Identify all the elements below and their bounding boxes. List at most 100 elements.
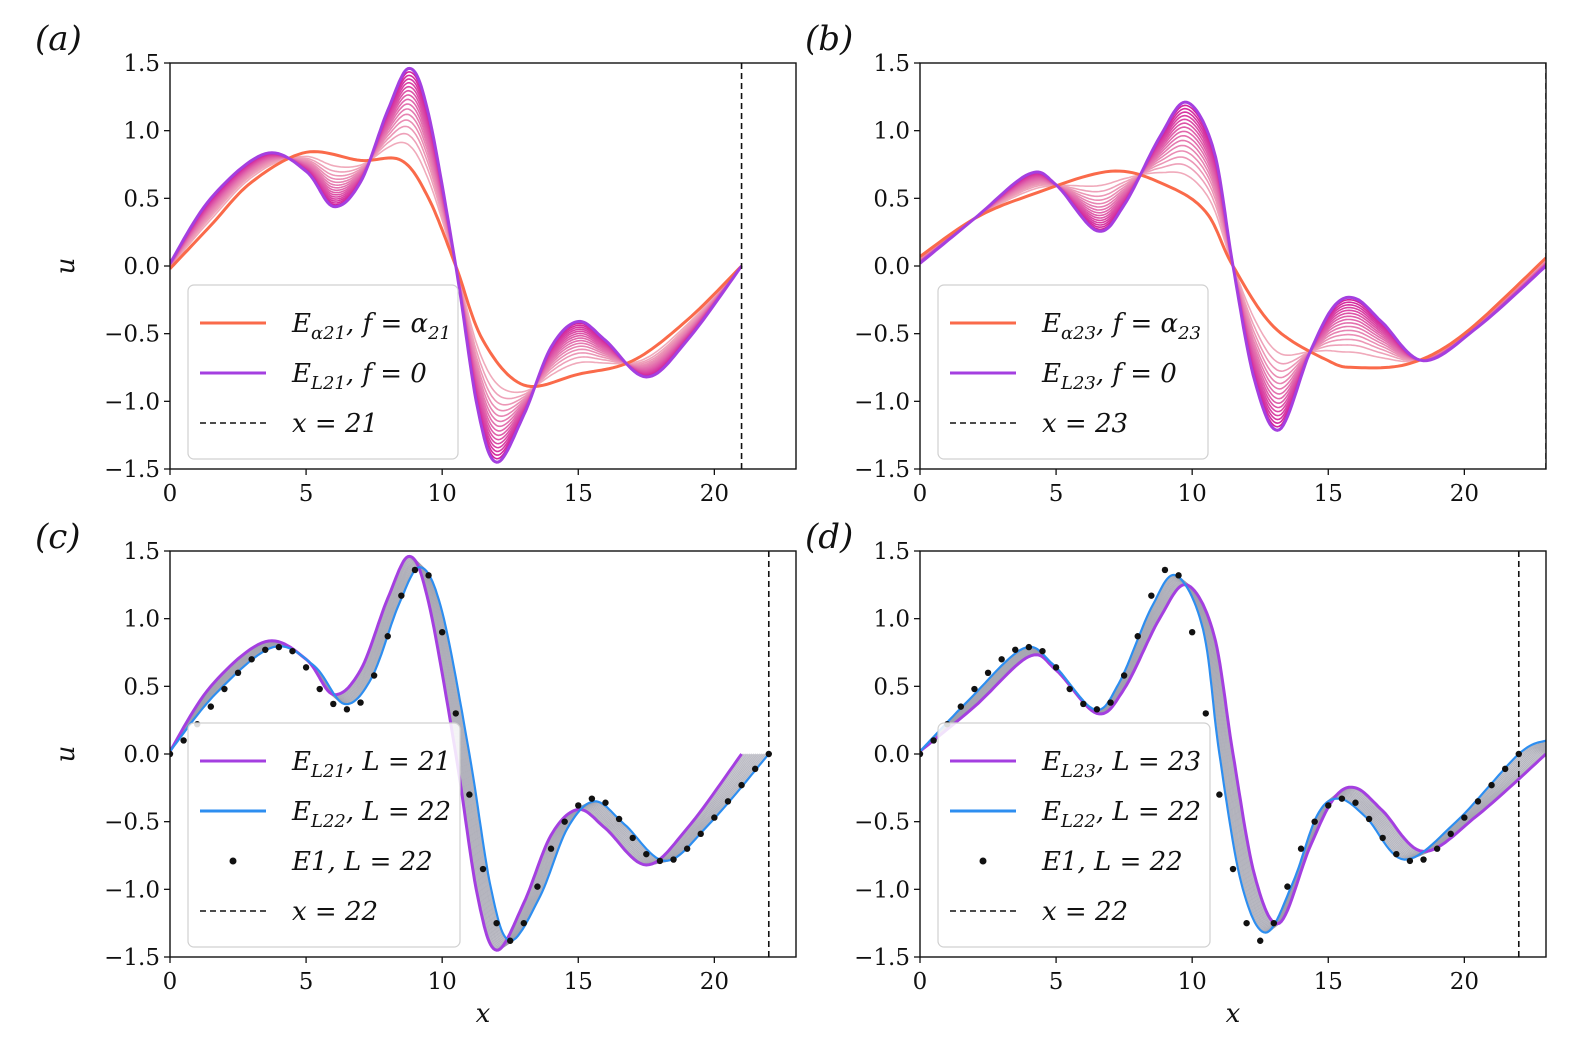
e1-data-point — [452, 710, 459, 717]
e1-data-point — [357, 699, 364, 706]
legend-label-main: E — [1041, 797, 1061, 827]
e1-data-point — [302, 664, 310, 671]
e1-data-point — [1025, 643, 1033, 651]
x-tick-label: 0 — [163, 969, 178, 995]
y-tick-label: −1.5 — [104, 457, 160, 483]
legend-label-main: E — [1041, 747, 1061, 777]
e1-data-point — [724, 798, 732, 805]
x-axis-label: x — [1226, 999, 1241, 1029]
legend-label-subscript: L21 — [310, 761, 346, 782]
legend-box — [187, 284, 459, 460]
panel-3: 0 5 10 15 20−1.5−1.0−0.50.00.51.01.5ux(c)EL2… — [35, 517, 797, 1029]
legend-swatch-dot — [229, 857, 237, 865]
legend-label-main: E1, L = 22 — [291, 847, 433, 877]
e1-data-point — [1297, 845, 1305, 852]
y-tick-label: 1.5 — [123, 51, 160, 77]
e1-data-point — [930, 737, 937, 744]
y-tick-label: −0.5 — [104, 322, 160, 348]
e1-data-point — [1052, 664, 1060, 671]
plot-area — [920, 551, 1546, 957]
x-axis-label: x — [476, 999, 491, 1029]
e1-data-point — [1202, 710, 1209, 717]
y-tick-label: 1.5 — [873, 51, 910, 77]
legend-label: Eα21, f = α21 — [291, 309, 451, 344]
x-tick-label: 10 — [1178, 481, 1207, 507]
e1-data-point — [711, 814, 718, 821]
plot-area — [170, 551, 772, 957]
legend-label-subscript: α23 — [1061, 323, 1096, 344]
e1-data-point — [180, 737, 187, 744]
legend-label-main: E — [291, 797, 311, 827]
y-tick-label: −1.0 — [104, 389, 160, 415]
alpha-curve — [170, 150, 743, 388]
legend-label: E1, L = 22 — [1041, 847, 1183, 877]
legend-label-main: E — [1041, 359, 1061, 389]
e1-data-point — [534, 883, 541, 890]
y-tick-label: 0.0 — [123, 254, 160, 280]
legend-label-main: x = 22 — [292, 897, 378, 927]
legend-label-main: x = 22 — [1042, 897, 1128, 927]
y-tick-label: 0.5 — [873, 674, 910, 700]
e1-data-point — [370, 672, 378, 679]
x-tick-label: 20 — [1450, 481, 1479, 507]
legend-label-subscript: α21 — [311, 323, 346, 344]
x-tick-label: 0 — [163, 481, 178, 507]
x-tick-label: 15 — [564, 481, 593, 507]
e1-data-point — [248, 656, 255, 663]
L-curve — [170, 66, 743, 464]
legend-label: EL21, L = 21 — [291, 747, 451, 782]
y-tick-label: 1.5 — [123, 539, 160, 565]
legend-box — [937, 722, 1211, 948]
e1-data-point — [330, 700, 337, 708]
legend-label-rest: , f = α — [1096, 309, 1178, 339]
e1-data-point — [602, 799, 609, 806]
e1-data-point — [479, 865, 487, 873]
e1-data-point — [738, 781, 745, 789]
legend-label-main: x = 23 — [1042, 409, 1128, 439]
e1-data-point — [984, 669, 992, 676]
x-tick-label: 5 — [299, 481, 314, 507]
legend-label-rest-subscript: 23 — [1177, 323, 1201, 344]
legend-label: EL22, L = 22 — [291, 797, 451, 832]
e1-data-point — [1134, 633, 1141, 640]
e1-data-point — [1120, 672, 1128, 679]
e1-data-point — [1188, 629, 1196, 636]
e1-data-point — [615, 815, 623, 823]
y-tick-label: −1.5 — [104, 945, 160, 971]
legend-swatch-dot — [979, 857, 987, 865]
panel-label: (c) — [35, 517, 81, 557]
e1-data-point — [343, 706, 351, 713]
legend-label: x = 23 — [1042, 409, 1128, 439]
e1-data-point — [1488, 781, 1495, 789]
e1-data-point — [751, 765, 759, 773]
e1-data-point — [275, 643, 283, 651]
x-tick-label: 20 — [700, 969, 729, 995]
y-tick-label: 1.0 — [873, 119, 910, 145]
e1-data-point — [1039, 647, 1046, 655]
x-tick-label: 10 — [428, 969, 457, 995]
legend-label-subscript: L23 — [1060, 373, 1096, 394]
x-tick-label: 10 — [1178, 969, 1207, 995]
x-tick-label: 10 — [428, 481, 457, 507]
legend-label-main: E — [291, 309, 311, 339]
legend-label-subscript: L22 — [1060, 811, 1096, 832]
y-tick-label: −0.5 — [854, 810, 910, 836]
legend-label: Eα23, f = α23 — [1041, 309, 1201, 344]
e1-data-point — [466, 791, 473, 798]
e1-data-point — [289, 647, 296, 655]
e1-data-point — [1406, 857, 1414, 865]
e1-data-point — [1501, 765, 1509, 773]
e1-data-point — [425, 572, 432, 579]
legend-label: EL23, L = 23 — [1041, 747, 1201, 782]
e1-data-point — [1216, 791, 1223, 798]
e1-data-point — [1012, 646, 1019, 653]
legend-label-rest: , f = 0 — [1096, 359, 1177, 389]
y-tick-label: 0.5 — [123, 186, 160, 212]
x-tick-label: 0 — [913, 481, 928, 507]
legend-label: E1, L = 22 — [291, 847, 433, 877]
x-tick-label: 5 — [1049, 481, 1064, 507]
e1-data-point — [1379, 834, 1386, 842]
panel-label: (a) — [35, 19, 82, 59]
panel-1: 0 5 10 15 20 −1.5 −1.0 −0.5 0.0 0.5 1.0 1.5 u (a) Eα21… — [35, 19, 797, 507]
